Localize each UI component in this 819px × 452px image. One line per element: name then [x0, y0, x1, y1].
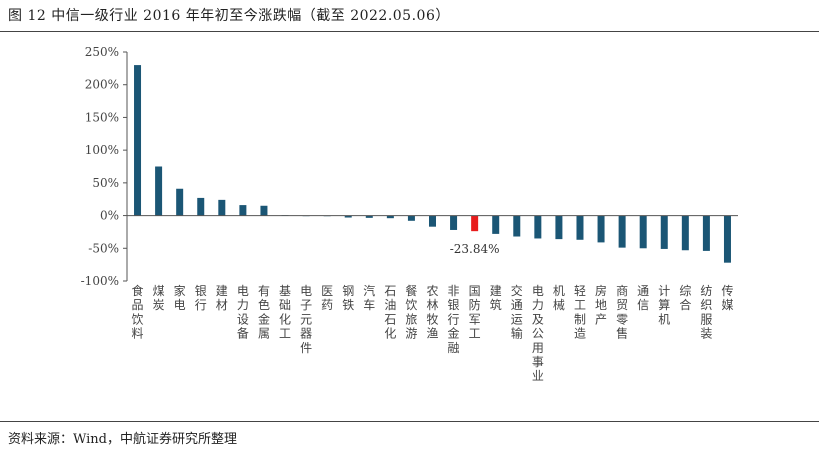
category-label: 基础化工: [279, 284, 291, 341]
bar: [555, 215, 563, 240]
category-label: 有色金属: [258, 284, 270, 341]
bar: [344, 215, 352, 218]
bar: [365, 215, 373, 218]
top-rule: [0, 31, 819, 32]
category-label: 房地产: [595, 283, 607, 326]
figure-title: 图 12 中信一级行业 2016 年年初至今涨跌幅（截至 2022.05.06）: [8, 8, 450, 24]
category-label: 钢铁: [342, 284, 354, 312]
category-label: 银行: [195, 284, 207, 312]
bar: [660, 215, 668, 249]
bar: [618, 215, 626, 248]
y-tick-label: 150%: [85, 110, 119, 124]
category-label: 食品饮料: [132, 283, 144, 341]
bar: [386, 215, 394, 219]
category-label: 煤炭: [153, 284, 165, 312]
category-label: 电力及公用事业: [532, 284, 544, 383]
y-tick-label: 250%: [85, 45, 119, 59]
bar: [702, 215, 710, 251]
bar: [492, 215, 500, 234]
category-label: 农林牧渔: [426, 284, 438, 341]
category-label: 商贸零售: [616, 283, 628, 341]
category-label: 建材: [216, 284, 228, 312]
bar: [513, 215, 521, 237]
y-tick-label: -50%: [88, 241, 119, 255]
y-tick-label: 200%: [85, 78, 119, 92]
category-label: 传媒: [721, 283, 733, 312]
category-label: 纺织服装: [700, 284, 712, 341]
category-label: 计算机: [658, 284, 670, 326]
bar-chart: -100% -50% 0% 50% 100% 150% 200% 250% 食品饮料煤炭家电银…: [81, 45, 738, 383]
category-labels: 食品饮料煤炭家电银行建材电力设备有色金属基础化工电子元器件医药钢铁汽车石油石化餐…: [132, 283, 734, 383]
y-tick-label: 50%: [92, 176, 119, 190]
category-label: 石油石化: [384, 284, 396, 341]
y-axis: -100% -50% 0% 50% 100% 150% 200% 250%: [81, 45, 128, 288]
bar: [155, 166, 163, 216]
bar: [597, 215, 605, 243]
category-label: 非银行金融: [448, 284, 460, 355]
bar: [639, 215, 647, 249]
bottom-rule: [0, 421, 819, 422]
bar: [176, 188, 184, 216]
bar: [534, 215, 542, 239]
category-label: 家电: [174, 283, 186, 312]
bar: [471, 215, 479, 232]
category-label: 国防军工: [469, 284, 481, 341]
y-tick-label: 100%: [85, 143, 119, 157]
bar: [239, 205, 247, 216]
bar: [450, 215, 458, 230]
y-tick-label: 0%: [100, 209, 119, 223]
y-tick-label: -100%: [81, 274, 119, 288]
category-label: 医药: [321, 284, 333, 312]
category-label: 建筑: [490, 284, 502, 312]
category-label: 机械: [553, 284, 565, 312]
category-label: 综合: [679, 284, 691, 312]
data-label: -23.84%: [450, 242, 500, 256]
category-label: 电子元器件: [300, 284, 312, 355]
bar: [407, 215, 415, 221]
bar: [197, 197, 205, 216]
category-label: 餐饮旅游: [405, 283, 417, 341]
category-label: 通信: [637, 284, 649, 312]
category-label: 汽车: [363, 283, 375, 312]
bar: [576, 215, 584, 240]
bars: [134, 65, 731, 263]
category-label: 电力设备: [237, 284, 249, 341]
annotations: -23.84%: [450, 242, 500, 256]
source-note: 资料来源：Wind，中航证券研究所整理: [8, 432, 237, 447]
category-label: 交通运输: [511, 283, 523, 341]
bar: [218, 199, 226, 216]
bar: [681, 215, 689, 251]
bar: [260, 205, 268, 216]
bar: [429, 215, 436, 227]
bar: [134, 65, 142, 216]
category-label: 轻工制造: [574, 284, 586, 341]
bar: [723, 215, 731, 263]
